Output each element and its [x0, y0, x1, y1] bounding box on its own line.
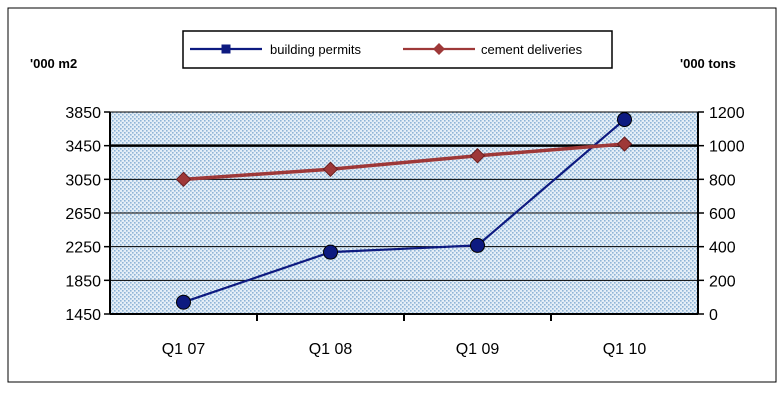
left-tick-label: 1850 — [65, 273, 101, 290]
x-tick-label: Q1 09 — [456, 341, 500, 358]
left-tick-label: 3850 — [65, 105, 101, 122]
right-tick-label: 400 — [709, 240, 736, 257]
right-tick-label: 200 — [709, 273, 736, 290]
right-axis-unit-label: '000 tons — [680, 56, 736, 71]
data-point-cement-deliveries — [322, 161, 339, 177]
left-tick-label: 2650 — [65, 206, 101, 223]
data-point-building-permits — [470, 237, 485, 253]
data-point-cement-deliveries — [616, 136, 633, 152]
x-tick-label: Q1 10 — [603, 341, 647, 358]
right-tick-label: 1200 — [709, 105, 745, 122]
right-tick-label: 800 — [709, 172, 736, 189]
right-tick-label: 0 — [709, 307, 718, 324]
data-point-building-permits — [323, 244, 338, 260]
right-tick-label: 600 — [709, 206, 736, 223]
left-tick-label: 2250 — [65, 240, 101, 257]
legend-marker-building-permits — [221, 44, 231, 54]
data-point-building-permits — [617, 112, 632, 128]
legend-label-cement-deliveries: cement deliveries — [481, 42, 583, 57]
data-point-cement-deliveries — [469, 148, 486, 164]
left-tick-label: 3050 — [65, 172, 101, 189]
legend-marker-cement-deliveries — [433, 43, 445, 55]
data-point-cement-deliveries — [175, 171, 192, 188]
x-tick-label: Q1 08 — [309, 341, 353, 358]
left-axis-unit-label: '000 m2 — [30, 56, 77, 71]
series-line-cement-deliveries — [183, 142, 625, 182]
right-tick-label: 1000 — [709, 139, 745, 156]
legend-label-building-permits: building permits — [270, 42, 362, 57]
left-tick-label: 1450 — [65, 307, 101, 324]
data-point-building-permits — [176, 294, 191, 310]
left-tick-label: 3450 — [65, 139, 101, 156]
x-tick-label: Q1 07 — [162, 341, 206, 358]
series-line-building-permits — [183, 118, 626, 304]
